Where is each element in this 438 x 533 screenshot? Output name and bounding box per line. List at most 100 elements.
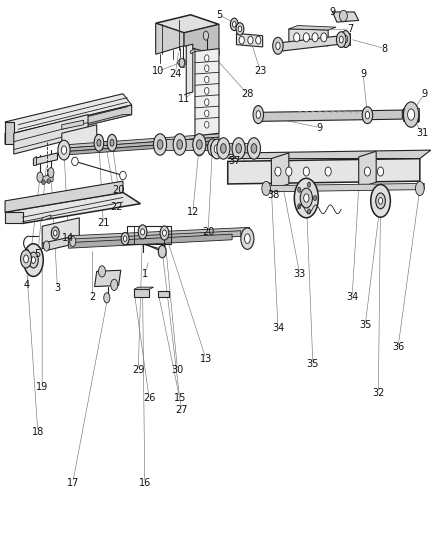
Ellipse shape xyxy=(408,109,415,120)
Text: 20: 20 xyxy=(113,184,125,195)
Polygon shape xyxy=(289,26,336,30)
Polygon shape xyxy=(42,238,77,250)
Polygon shape xyxy=(99,141,112,145)
Text: 3: 3 xyxy=(54,283,60,293)
Ellipse shape xyxy=(179,58,184,67)
Ellipse shape xyxy=(416,181,424,196)
Ellipse shape xyxy=(339,36,343,43)
Text: 34: 34 xyxy=(346,292,358,302)
Text: 1: 1 xyxy=(142,269,148,279)
Polygon shape xyxy=(134,287,153,289)
Ellipse shape xyxy=(42,180,45,184)
Ellipse shape xyxy=(248,36,253,44)
Text: 36: 36 xyxy=(392,343,404,352)
Ellipse shape xyxy=(208,139,217,156)
Polygon shape xyxy=(42,215,51,221)
Text: 26: 26 xyxy=(143,393,155,403)
Ellipse shape xyxy=(238,26,242,31)
Text: 5: 5 xyxy=(35,249,41,260)
Polygon shape xyxy=(5,94,132,133)
Polygon shape xyxy=(186,44,193,94)
Ellipse shape xyxy=(177,140,183,149)
Ellipse shape xyxy=(37,172,43,182)
Ellipse shape xyxy=(205,65,209,72)
Ellipse shape xyxy=(256,111,261,118)
Ellipse shape xyxy=(303,33,309,42)
Text: 13: 13 xyxy=(200,354,212,364)
Ellipse shape xyxy=(343,35,348,43)
Ellipse shape xyxy=(203,31,208,40)
Text: 34: 34 xyxy=(272,323,284,333)
Text: 23: 23 xyxy=(254,66,267,76)
Ellipse shape xyxy=(193,134,206,155)
Ellipse shape xyxy=(312,33,318,42)
Ellipse shape xyxy=(205,122,209,128)
Ellipse shape xyxy=(157,140,163,149)
Polygon shape xyxy=(5,105,132,143)
Ellipse shape xyxy=(307,182,311,187)
Ellipse shape xyxy=(110,140,114,146)
Ellipse shape xyxy=(217,138,230,159)
Ellipse shape xyxy=(21,250,32,268)
Ellipse shape xyxy=(298,204,301,209)
Ellipse shape xyxy=(362,107,373,124)
Ellipse shape xyxy=(162,230,166,236)
Polygon shape xyxy=(42,218,79,249)
Ellipse shape xyxy=(205,87,209,94)
Text: 2: 2 xyxy=(89,292,95,302)
Ellipse shape xyxy=(233,21,236,27)
Ellipse shape xyxy=(70,237,76,247)
Ellipse shape xyxy=(194,139,204,156)
Text: 27: 27 xyxy=(176,405,188,415)
Polygon shape xyxy=(62,141,219,155)
Polygon shape xyxy=(184,25,219,55)
Text: 9: 9 xyxy=(421,88,427,99)
Ellipse shape xyxy=(198,144,201,151)
Ellipse shape xyxy=(94,134,104,151)
Polygon shape xyxy=(42,174,53,183)
Ellipse shape xyxy=(32,257,35,263)
Ellipse shape xyxy=(300,188,312,208)
Polygon shape xyxy=(134,289,149,297)
Text: 28: 28 xyxy=(241,88,254,99)
Ellipse shape xyxy=(376,193,385,209)
Polygon shape xyxy=(5,212,22,223)
Text: 38: 38 xyxy=(268,190,280,200)
Ellipse shape xyxy=(378,167,384,176)
Ellipse shape xyxy=(336,31,346,47)
Ellipse shape xyxy=(214,145,219,153)
Polygon shape xyxy=(5,122,14,144)
Ellipse shape xyxy=(294,179,318,218)
Ellipse shape xyxy=(48,167,54,177)
Ellipse shape xyxy=(197,140,202,149)
Ellipse shape xyxy=(364,167,371,176)
Text: 9: 9 xyxy=(329,7,336,17)
Ellipse shape xyxy=(339,10,347,21)
Ellipse shape xyxy=(365,111,370,119)
Ellipse shape xyxy=(230,18,238,30)
Text: 35: 35 xyxy=(359,320,371,330)
Text: 9: 9 xyxy=(316,123,322,133)
Polygon shape xyxy=(68,234,232,248)
Text: 17: 17 xyxy=(67,478,79,488)
Text: 10: 10 xyxy=(152,66,164,76)
Polygon shape xyxy=(332,12,359,22)
Polygon shape xyxy=(237,34,263,47)
Polygon shape xyxy=(95,270,121,287)
Ellipse shape xyxy=(158,245,166,258)
Text: 33: 33 xyxy=(293,269,306,279)
Ellipse shape xyxy=(298,187,301,192)
Ellipse shape xyxy=(239,36,244,44)
Text: 19: 19 xyxy=(36,382,48,392)
Text: 21: 21 xyxy=(97,219,110,229)
Ellipse shape xyxy=(211,139,223,159)
Text: 12: 12 xyxy=(187,207,199,217)
Ellipse shape xyxy=(276,42,280,50)
Ellipse shape xyxy=(275,167,281,176)
Text: 9: 9 xyxy=(360,69,366,79)
Text: 5: 5 xyxy=(216,10,222,20)
Ellipse shape xyxy=(232,138,245,159)
Text: 18: 18 xyxy=(32,427,44,437)
Ellipse shape xyxy=(43,241,49,251)
Ellipse shape xyxy=(120,171,126,180)
